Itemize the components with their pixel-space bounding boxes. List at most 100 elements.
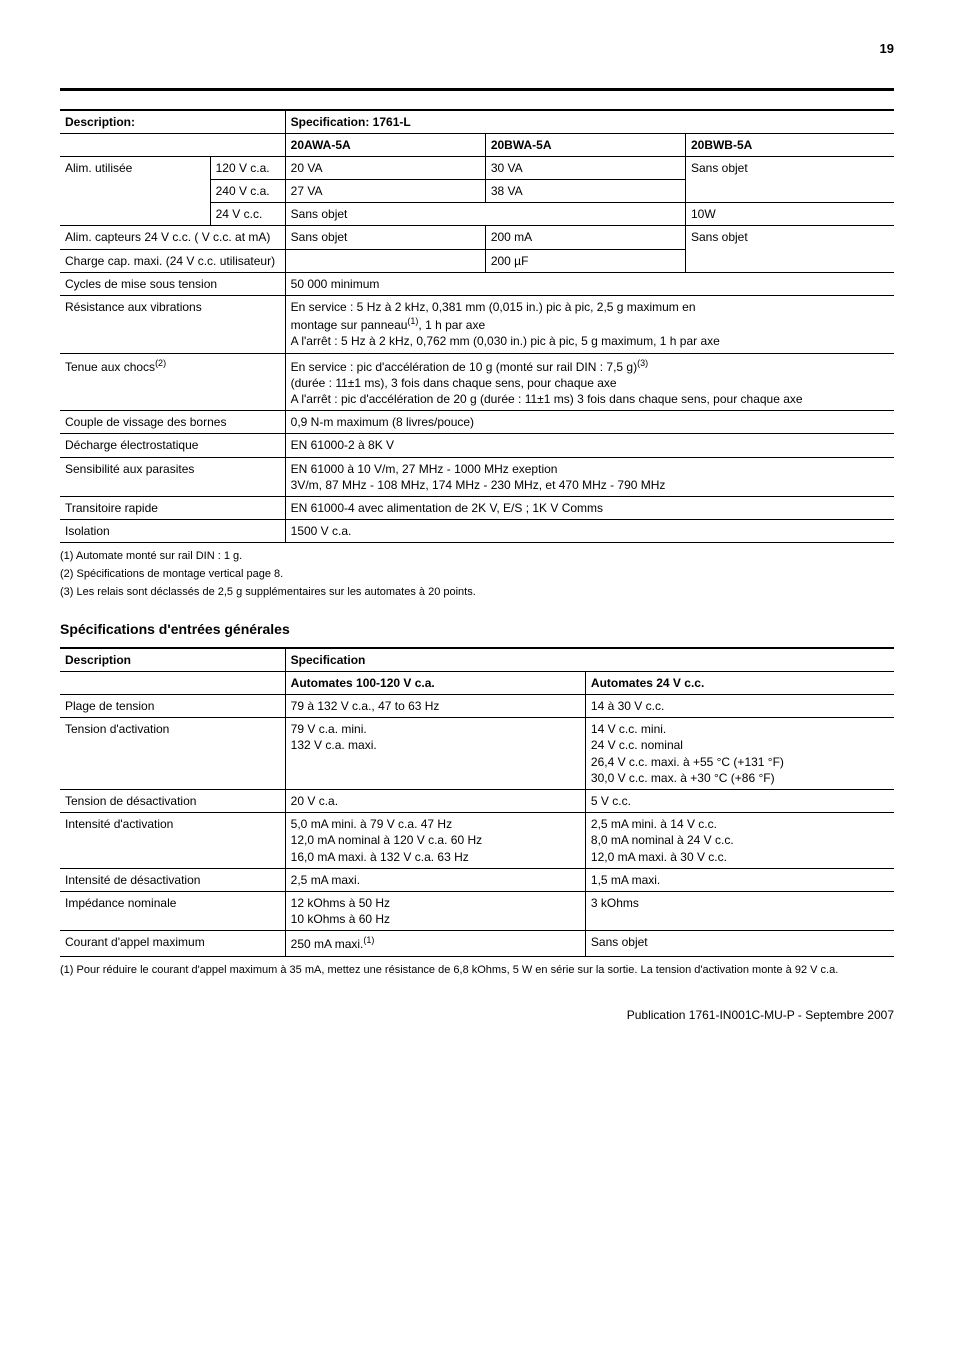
section-title-2: Spécifications d'entrées générales bbox=[60, 620, 894, 639]
text: 30,0 V c.c. max. à +30 °C (+86 °F) bbox=[591, 771, 775, 785]
text: En service : pic d'accélération de 10 g … bbox=[291, 360, 637, 374]
cell: 1,5 mA maxi. bbox=[585, 868, 894, 891]
cell: Sensibilité aux parasites bbox=[60, 457, 285, 496]
t1-c1: 20AWA-5A bbox=[285, 133, 485, 156]
text: 5,0 mA mini. à 79 V c.a. 47 Hz bbox=[291, 817, 452, 831]
cell: 250 mA maxi.(1) bbox=[285, 931, 585, 956]
text: 16,0 mA maxi. à 132 V c.a. 63 Hz bbox=[291, 850, 469, 864]
cell: Sans objet bbox=[285, 226, 485, 249]
text: 14 V c.c. mini. bbox=[591, 722, 666, 736]
sup: (1) bbox=[363, 935, 374, 945]
cell: 20 VA bbox=[285, 156, 485, 179]
t1-c3: 20BWB-5A bbox=[685, 133, 894, 156]
spec-table-2: Description Specification Automates 100-… bbox=[60, 647, 894, 957]
cell: 120 V c.a. bbox=[210, 156, 285, 179]
cell: 5 V c.c. bbox=[585, 790, 894, 813]
cell: 240 V c.a. bbox=[210, 180, 285, 203]
footnote: (1) Pour réduire le courant d'appel maxi… bbox=[60, 963, 894, 978]
cell: 30 VA bbox=[485, 156, 685, 179]
cell: Impédance nominale bbox=[60, 891, 285, 930]
footnote: (1) Automate monté sur rail DIN : 1 g. bbox=[60, 549, 894, 564]
footnote: (2) Spécifications de montage vertical p… bbox=[60, 567, 894, 582]
cell: 27 VA bbox=[285, 180, 485, 203]
cell: EN 61000 à 10 V/m, 27 MHz - 1000 MHz exe… bbox=[285, 457, 894, 496]
cell: Tenue aux chocs(2) bbox=[60, 353, 285, 411]
cell: Couple de vissage des bornes bbox=[60, 411, 285, 434]
cell: Sans objet bbox=[285, 203, 685, 226]
text: Tenue aux chocs bbox=[65, 360, 155, 374]
cell: EN 61000-4 avec alimentation de 2K V, E/… bbox=[285, 496, 894, 519]
cell: Intensité de désactivation bbox=[60, 868, 285, 891]
t2-c2: Automates 24 V c.c. bbox=[585, 671, 894, 694]
text: 12,0 mA nominal à 120 V c.a. 60 Hz bbox=[291, 833, 482, 847]
text: 8,0 mA nominal à 24 V c.c. bbox=[591, 833, 734, 847]
cell: 200 µF bbox=[485, 249, 685, 272]
t1-c2: 20BWA-5A bbox=[485, 133, 685, 156]
cell: Charge cap. maxi. (24 V c.c. utilisateur… bbox=[60, 249, 285, 272]
text: En service : 5 Hz à 2 kHz, 0,381 mm (0,0… bbox=[291, 300, 696, 314]
sup: (1) bbox=[407, 316, 418, 326]
text: , 1 h par axe bbox=[418, 318, 485, 332]
page-number: 19 bbox=[60, 40, 894, 58]
cell: 1500 V c.a. bbox=[285, 520, 894, 543]
cell: Cycles de mise sous tension bbox=[60, 272, 285, 295]
text: (durée : 11±1 ms), 3 fois dans chaque se… bbox=[291, 376, 617, 390]
t1-desc-header: Description: bbox=[60, 110, 285, 134]
cell: 79 à 132 V c.a., 47 to 63 Hz bbox=[285, 695, 585, 718]
cell: Isolation bbox=[60, 520, 285, 543]
spec-table-1: Description: Specification: 1761-L 20AWA… bbox=[60, 109, 894, 544]
cell: Résistance aux vibrations bbox=[60, 296, 285, 354]
footnotes-1: (1) Automate monté sur rail DIN : 1 g. (… bbox=[60, 549, 894, 600]
cell: 50 000 minimum bbox=[285, 272, 894, 295]
cell: 14 à 30 V c.c. bbox=[585, 695, 894, 718]
top-rule bbox=[60, 88, 894, 91]
cell: 2,5 mA mini. à 14 V c.c. 8,0 mA nominal … bbox=[585, 813, 894, 869]
text: 132 V c.a. maxi. bbox=[291, 738, 377, 752]
t2-c1: Automates 100-120 V c.a. bbox=[285, 671, 585, 694]
cell: En service : 5 Hz à 2 kHz, 0,381 mm (0,0… bbox=[285, 296, 894, 354]
publication-line: Publication 1761-IN001C-MU-P - Septembre… bbox=[60, 1007, 894, 1023]
text: A l'arrêt : pic d'accélération de 20 g (… bbox=[291, 392, 803, 406]
text: montage sur panneau bbox=[291, 318, 408, 332]
sup: (3) bbox=[637, 358, 648, 368]
t1-spec-header: Specification: 1761-L bbox=[285, 110, 894, 134]
text: 3V/m, 87 MHz - 108 MHz, 174 MHz - 230 MH… bbox=[291, 478, 666, 492]
text: EN 61000 à 10 V/m, 27 MHz - 1000 MHz exe… bbox=[291, 462, 558, 476]
cell: 38 VA bbox=[485, 180, 685, 203]
text: 250 mA maxi. bbox=[291, 937, 364, 951]
text: 12 kOhms à 50 Hz bbox=[291, 896, 390, 910]
cell: 20 V c.a. bbox=[285, 790, 585, 813]
cell: Transitoire rapide bbox=[60, 496, 285, 519]
t1-alim-label: Alim. utilisée bbox=[60, 156, 210, 226]
text: 2,5 mA mini. à 14 V c.c. bbox=[591, 817, 717, 831]
cell: Sans objet bbox=[685, 156, 894, 202]
t2-desc-header: Description bbox=[60, 648, 285, 672]
cell: Plage de tension bbox=[60, 695, 285, 718]
cell: En service : pic d'accélération de 10 g … bbox=[285, 353, 894, 411]
cell: 3 kOhms bbox=[585, 891, 894, 930]
cell: Sans objet bbox=[685, 226, 894, 272]
cell: Courant d'appel maximum bbox=[60, 931, 285, 956]
cell: Tension d'activation bbox=[60, 718, 285, 790]
text: 12,0 mA maxi. à 30 V c.c. bbox=[591, 850, 727, 864]
text: 26,4 V c.c. maxi. à +55 °C (+131 °F) bbox=[591, 755, 784, 769]
cell: 14 V c.c. mini. 24 V c.c. nominal 26,4 V… bbox=[585, 718, 894, 790]
cell: 0,9 N-m maximum (8 livres/pouce) bbox=[285, 411, 894, 434]
cell: Intensité d'activation bbox=[60, 813, 285, 869]
cell: 200 mA bbox=[485, 226, 685, 249]
footnote: (3) Les relais sont déclassés de 2,5 g s… bbox=[60, 585, 894, 600]
text: 79 V c.a. mini. bbox=[291, 722, 367, 736]
cell: 10W bbox=[685, 203, 894, 226]
cell: 5,0 mA mini. à 79 V c.a. 47 Hz 12,0 mA n… bbox=[285, 813, 585, 869]
cell: 79 V c.a. mini. 132 V c.a. maxi. bbox=[285, 718, 585, 790]
footnotes-2: (1) Pour réduire le courant d'appel maxi… bbox=[60, 963, 894, 978]
cell: Décharge électrostatique bbox=[60, 434, 285, 457]
text: 10 kOhms à 60 Hz bbox=[291, 912, 390, 926]
cell: EN 61000-2 à 8K V bbox=[285, 434, 894, 457]
sup: (2) bbox=[155, 358, 166, 368]
cell: Alim. capteurs 24 V c.c. ( V c.c. at mA) bbox=[60, 226, 285, 249]
text: A l'arrêt : 5 Hz à 2 kHz, 0,762 mm (0,03… bbox=[291, 334, 720, 348]
cell: 24 V c.c. bbox=[210, 203, 285, 226]
cell: Tension de désactivation bbox=[60, 790, 285, 813]
t2-spec-header: Specification bbox=[285, 648, 894, 672]
